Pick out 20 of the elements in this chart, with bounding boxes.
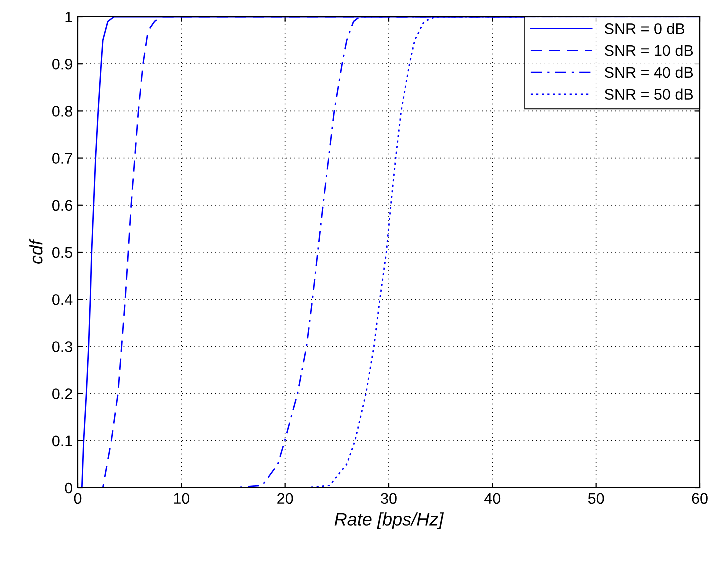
x-tick-label: 20 [278, 493, 294, 504]
y-tick-label: 0.6 [52, 200, 72, 212]
x-tick-label: 30 [381, 493, 397, 504]
x-tick-label: 0 [74, 493, 82, 504]
y-tick-label: 0 [65, 482, 73, 494]
y-tick-label: 0.2 [52, 388, 72, 400]
x-tick-label: 40 [484, 493, 501, 504]
y-axis-title: cdf [30, 238, 43, 264]
y-tick-label: 0.9 [52, 58, 72, 70]
x-tick-label: 50 [588, 493, 604, 504]
y-tick-label: 0.4 [52, 294, 73, 306]
x-tick-label: 60 [692, 493, 708, 504]
y-tick-label: 1 [66, 12, 72, 23]
y-tick-label: 0.8 [52, 106, 72, 117]
x-axis-title: Rate [bps/Hz] [334, 512, 444, 530]
y-tick-label: 0.5 [52, 247, 72, 258]
y-tick-label: 0.3 [52, 342, 72, 352]
y-tick-label: 0.7 [52, 153, 72, 164]
y-tick-label: 0.1 [52, 436, 72, 447]
x-tick-label: 10 [174, 493, 190, 504]
